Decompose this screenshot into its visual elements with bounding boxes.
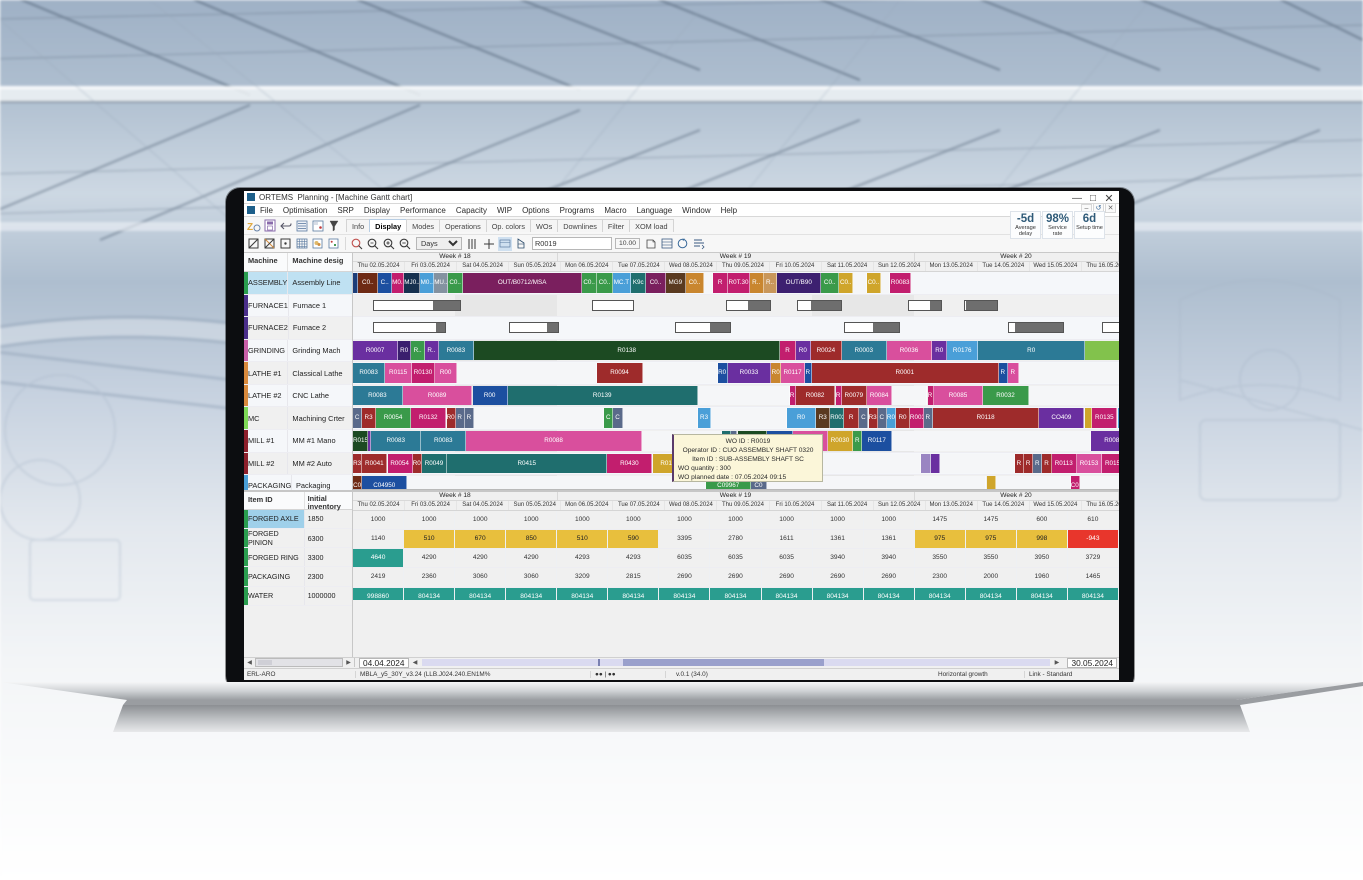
svg-text:Z: Z <box>247 222 253 233</box>
